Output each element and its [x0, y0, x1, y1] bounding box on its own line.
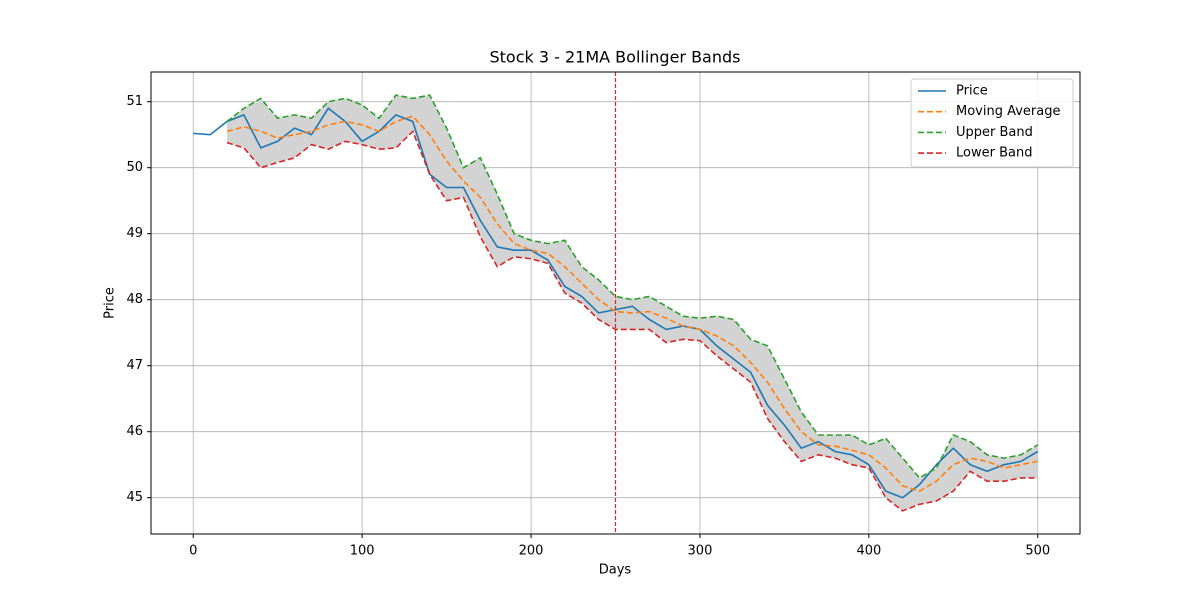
y-tick-label: 51 — [126, 94, 143, 109]
legend-label: Moving Average — [956, 104, 1060, 119]
plot-frame — [150, 71, 1081, 535]
series-line — [226, 115, 1038, 492]
legend-label: Price — [956, 84, 988, 99]
legend-box — [910, 78, 1074, 168]
y-tick-label: 48 — [126, 292, 143, 307]
x-tick-label: 300 — [688, 544, 713, 559]
y-tick-label: 45 — [126, 490, 143, 505]
y-axis-label: Price — [103, 287, 118, 319]
y-tick-label: 46 — [126, 424, 143, 439]
series-line — [226, 129, 1038, 512]
x-tick-label: 0 — [189, 544, 197, 559]
x-tick-label: 200 — [519, 544, 544, 559]
x-tick-label: 400 — [856, 544, 881, 559]
series-line — [193, 107, 1039, 499]
legend-label: Upper Band — [956, 125, 1033, 140]
x-tick-label: 100 — [350, 544, 375, 559]
y-tick-label: 49 — [126, 226, 143, 241]
chart-title: Stock 3 - 21MA Bollinger Bands — [489, 48, 740, 67]
x-tick-label: 500 — [1025, 544, 1050, 559]
y-tick-label: 50 — [126, 160, 143, 175]
x-axis-label: Days — [599, 563, 632, 578]
band-fill — [227, 95, 1038, 511]
y-tick-label: 47 — [126, 358, 143, 373]
legend-label: Lower Band — [956, 146, 1032, 161]
legend: Price Moving Average Upper Band Lower Band — [910, 78, 1074, 168]
